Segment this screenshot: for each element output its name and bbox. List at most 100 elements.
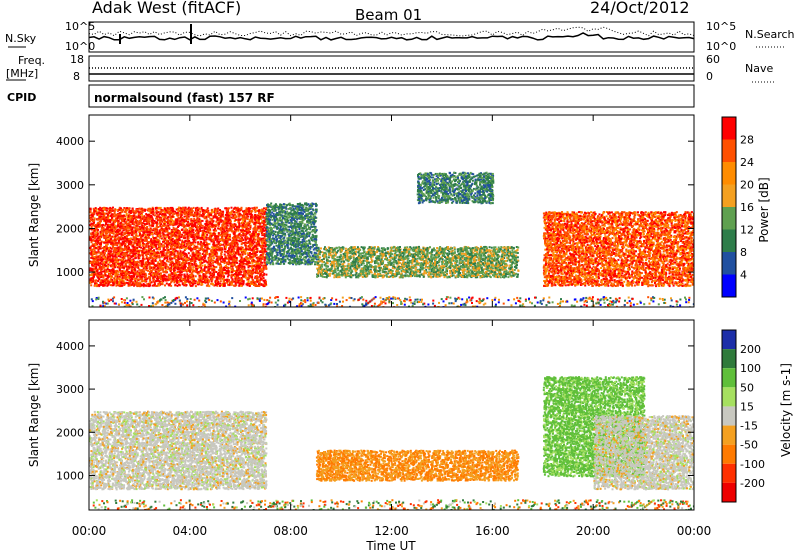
scatter-cell (227, 236, 229, 239)
scatter-cell (166, 244, 168, 247)
scatter-cell (135, 240, 138, 243)
scatter-cell (157, 215, 160, 218)
scatter-cell (114, 224, 116, 227)
scatter-cell (228, 284, 231, 287)
scatter-cell (249, 255, 252, 258)
nsearch-tick-bottom: 10^0 (706, 40, 736, 53)
scatter-cell (216, 219, 219, 221)
scatter-cell (185, 210, 188, 213)
scatter-cell (102, 279, 105, 282)
scatter-cell (140, 246, 143, 249)
scatter-cell (182, 221, 185, 224)
scatter-cell (219, 264, 222, 267)
scatter-cell (251, 207, 254, 210)
scatter-cell (110, 275, 113, 278)
scatter-cell (100, 215, 103, 218)
scatter-cell (260, 227, 263, 230)
scatter-cell (189, 242, 192, 244)
scatter-cell (169, 223, 172, 225)
scatter-cell (261, 225, 264, 228)
scatter-cell (174, 260, 177, 263)
scatter-cell (139, 216, 142, 218)
scatter-cell (97, 251, 100, 254)
scatter-cell (224, 230, 227, 233)
scatter-cell (161, 215, 164, 218)
scatter-cell (138, 242, 141, 245)
scatter-cell (183, 255, 186, 258)
scatter-cell (212, 257, 215, 259)
scatter-cell (213, 215, 216, 218)
scatter-cell (126, 261, 129, 264)
scatter-cell (212, 275, 214, 278)
scatter-cell (194, 221, 197, 224)
scatter-cell (238, 212, 241, 215)
scatter-cell (226, 266, 229, 269)
scatter-cell (113, 262, 116, 265)
scatter-cell (124, 215, 127, 218)
scatter-cell (155, 251, 158, 254)
scatter-cell (253, 260, 256, 263)
scatter-cell (206, 266, 209, 269)
scatter-cell (138, 230, 141, 233)
scatter-cell (177, 229, 179, 232)
scatter-cell (173, 240, 176, 242)
scatter-cell (209, 261, 212, 264)
scatter-cell (150, 238, 153, 241)
scatter-cell (117, 255, 120, 258)
scatter-cell (207, 263, 210, 266)
scatter-cell (225, 250, 228, 253)
scatter-cell (111, 284, 114, 287)
scatter-cell (216, 284, 219, 287)
scatter-cell (121, 272, 124, 275)
scatter-cell (169, 206, 172, 209)
scatter-cell (170, 243, 173, 246)
scatter-cell (148, 280, 151, 283)
scatter-cell (113, 210, 116, 213)
scatter-cell (107, 217, 110, 220)
scatter-cell (188, 227, 191, 230)
scatter-cell (239, 214, 242, 217)
scatter-cell (102, 211, 104, 214)
scatter-cell (230, 250, 233, 253)
scatter-cell (140, 237, 143, 240)
scatter-cell (100, 260, 103, 263)
scatter-cell (216, 243, 219, 246)
scatter-cell (99, 283, 102, 286)
scatter-cell (167, 250, 170, 253)
scatter-cell (195, 249, 198, 252)
scatter-cell (92, 235, 95, 238)
scatter-cell (231, 256, 234, 259)
scatter-cell (144, 273, 147, 276)
scatter-cell (111, 255, 114, 258)
scatter-cell (160, 227, 163, 230)
scatter-cell (205, 244, 208, 246)
scatter-cell (165, 209, 167, 212)
scatter-cell (210, 257, 213, 260)
scatter-cell (182, 252, 184, 255)
scatter-cell (96, 270, 99, 273)
scatter-cell (212, 241, 215, 244)
scatter-cell (134, 263, 137, 266)
scatter-cell (144, 238, 147, 241)
scatter-cell (265, 284, 268, 287)
scatter-cell (194, 275, 197, 278)
scatter-cell (142, 271, 145, 274)
scatter-cell (240, 225, 243, 228)
scatter-cell (159, 225, 162, 228)
scatter-cell (206, 233, 209, 236)
scatter-cell (106, 226, 109, 229)
scatter-cell (134, 215, 137, 218)
scatter-cell (139, 210, 142, 213)
scatter-cell (141, 244, 144, 247)
scatter-cell (263, 272, 266, 275)
scatter-cell (195, 211, 198, 214)
scatter-cell (185, 233, 188, 236)
scatter-cell (252, 271, 255, 273)
scatter-cell (114, 228, 117, 231)
scatter-cell (157, 254, 160, 257)
scatter-cell (246, 284, 249, 287)
scatter-cell (199, 219, 202, 222)
scatter-cell (229, 266, 232, 269)
scatter-cell (155, 211, 158, 214)
scatter-cell (116, 275, 119, 278)
